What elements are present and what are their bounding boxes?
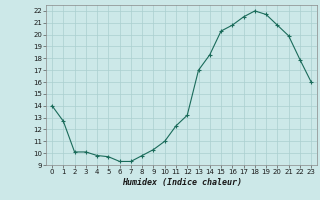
X-axis label: Humidex (Indice chaleur): Humidex (Indice chaleur) [122,178,242,187]
